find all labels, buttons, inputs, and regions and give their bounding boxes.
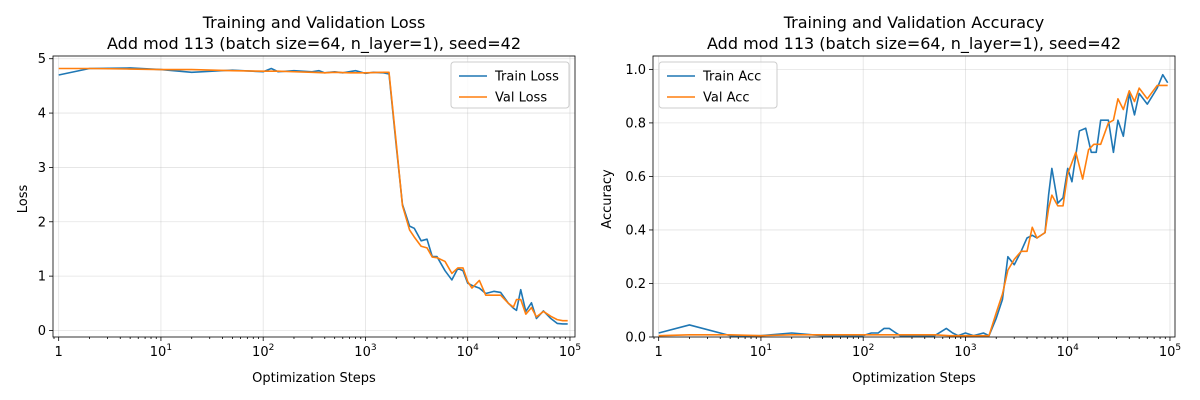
- accuracy-y-tick-label: 1.0: [625, 63, 646, 78]
- loss-y-tick-label: 4: [38, 107, 46, 122]
- loss-y-tick-label: 3: [38, 161, 46, 176]
- accuracy-x-tick-label: 101: [750, 343, 772, 360]
- loss-legend-label: Val Loss: [495, 91, 547, 106]
- loss-chart: Training and Validation Loss Add mod 113…: [16, 13, 581, 386]
- accuracy-y-tick-label: 0.6: [625, 170, 646, 185]
- accuracy-x-tick-label: 1: [655, 345, 663, 360]
- accuracy-y-tick-label: 0.0: [625, 331, 646, 346]
- loss-x-tick-label: 105: [559, 343, 581, 360]
- loss-y-axis-label: Loss: [16, 185, 31, 214]
- loss-legend: Train Loss Val Loss: [450, 61, 570, 109]
- accuracy-y-tick-label: 0.4: [625, 223, 646, 238]
- accuracy-legend: Train Acc Val Acc: [658, 61, 778, 109]
- accuracy-y-axis-label: Accuracy: [600, 169, 615, 229]
- accuracy-x-tick-label: 102: [852, 343, 874, 360]
- accuracy-legend-label: Val Acc: [703, 91, 750, 106]
- accuracy-series-val-acc: [658, 84, 1168, 337]
- accuracy-series: [658, 73, 1169, 337]
- loss-y-tick-label: 5: [38, 52, 46, 67]
- loss-x-axis-label: Optimization Steps: [252, 371, 376, 386]
- accuracy-x-tick-label: 103: [954, 343, 976, 360]
- loss-series: [58, 67, 568, 325]
- accuracy-chart-title: Training and Validation Accuracy: [783, 13, 1045, 32]
- loss-grid: [53, 56, 575, 337]
- loss-y-tick-label: 1: [38, 270, 46, 285]
- loss-legend-label: Train Loss: [494, 70, 559, 85]
- accuracy-chart-subtitle: Add mod 113 (batch size=64, n_layer=1), …: [707, 34, 1121, 54]
- accuracy-plot-frame: [652, 55, 1176, 338]
- accuracy-series-train-acc: [658, 73, 1169, 337]
- loss-x-tick-label: 102: [252, 343, 274, 360]
- loss-plot-frame: [52, 55, 576, 338]
- accuracy-x-axis-label: Optimization Steps: [852, 371, 976, 386]
- accuracy-x-tick-label: 104: [1057, 343, 1080, 360]
- accuracy-y-tick-label: 0.2: [625, 277, 646, 292]
- loss-series-val-loss: [58, 67, 568, 322]
- loss-y-tick-label: 0: [38, 324, 46, 339]
- loss-x-tick-label: 103: [354, 343, 376, 360]
- loss-x-tick-label: 1: [55, 345, 63, 360]
- accuracy-chart: Training and Validation Accuracy Add mod…: [600, 13, 1181, 386]
- accuracy-legend-label: Train Acc: [702, 70, 761, 85]
- accuracy-y-tick-label: 0.8: [625, 116, 646, 131]
- loss-x-tick-label: 101: [150, 343, 172, 360]
- loss-chart-subtitle: Add mod 113 (batch size=64, n_layer=1), …: [107, 34, 521, 54]
- loss-chart-title: Training and Validation Loss: [202, 13, 426, 32]
- loss-y-tick-label: 2: [38, 215, 46, 230]
- loss-x-tick-label: 104: [457, 343, 480, 360]
- accuracy-ticks: 1 101 102 103 104 105 0.0 0.2 0.4 0.6 0.8 1.0: [625, 63, 1181, 360]
- accuracy-x-tick-label: 105: [1159, 343, 1181, 360]
